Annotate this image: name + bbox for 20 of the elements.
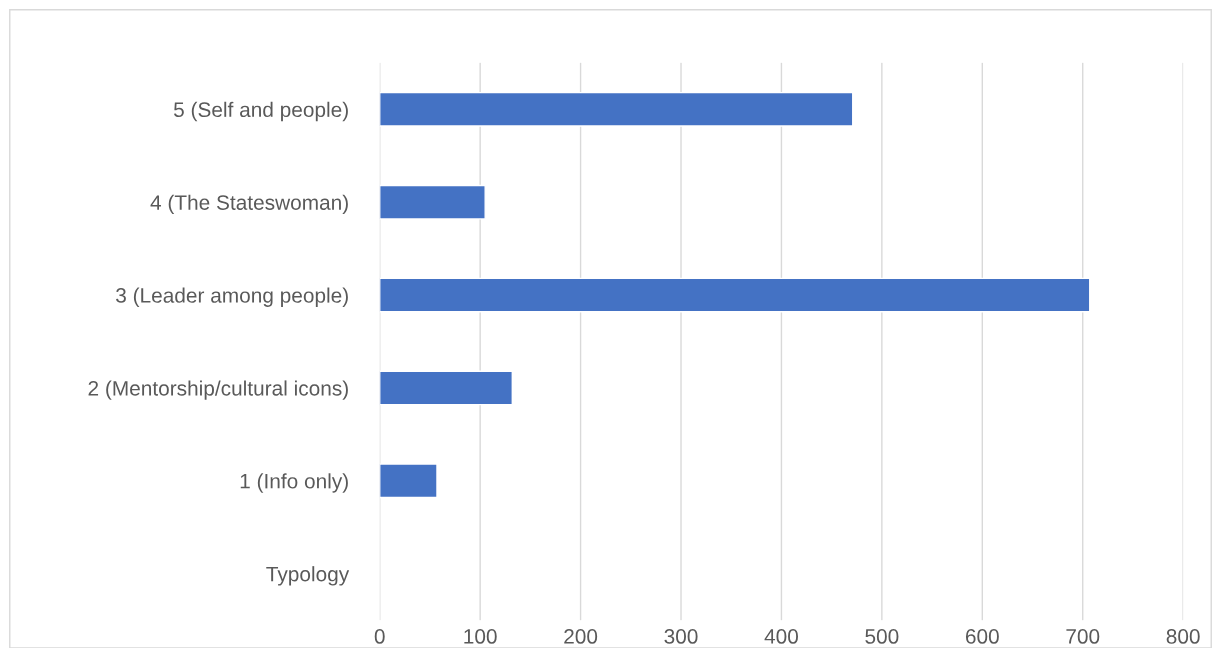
x-tick-label: 500 <box>865 629 899 644</box>
bar <box>379 184 486 220</box>
y-tick-label: 1 (Info only) <box>240 473 348 493</box>
x-tick-label: 300 <box>664 629 698 644</box>
bar <box>379 463 438 499</box>
x-tick-label: 0 <box>374 629 385 644</box>
y-tick-label: 5 (Self and people) <box>173 101 348 122</box>
y-tick-label: Typology <box>266 566 350 586</box>
y-tick-label: 3 (Leader among people) <box>116 287 348 307</box>
x-tick-label: 700 <box>1066 629 1100 644</box>
y-tick-label: 2 (Mentorship/cultural icons) <box>88 380 348 400</box>
x-tick-label: 200 <box>564 629 598 644</box>
bar <box>379 370 513 406</box>
x-tick-label: 800 <box>1166 629 1200 644</box>
x-tick-label: 600 <box>965 629 999 644</box>
y-tick-label: 4 (The Stateswoman) <box>150 194 348 215</box>
bar <box>379 277 1091 313</box>
x-tick-label: 100 <box>464 629 497 644</box>
bar <box>379 91 854 127</box>
x-tick-label: 400 <box>764 629 799 644</box>
